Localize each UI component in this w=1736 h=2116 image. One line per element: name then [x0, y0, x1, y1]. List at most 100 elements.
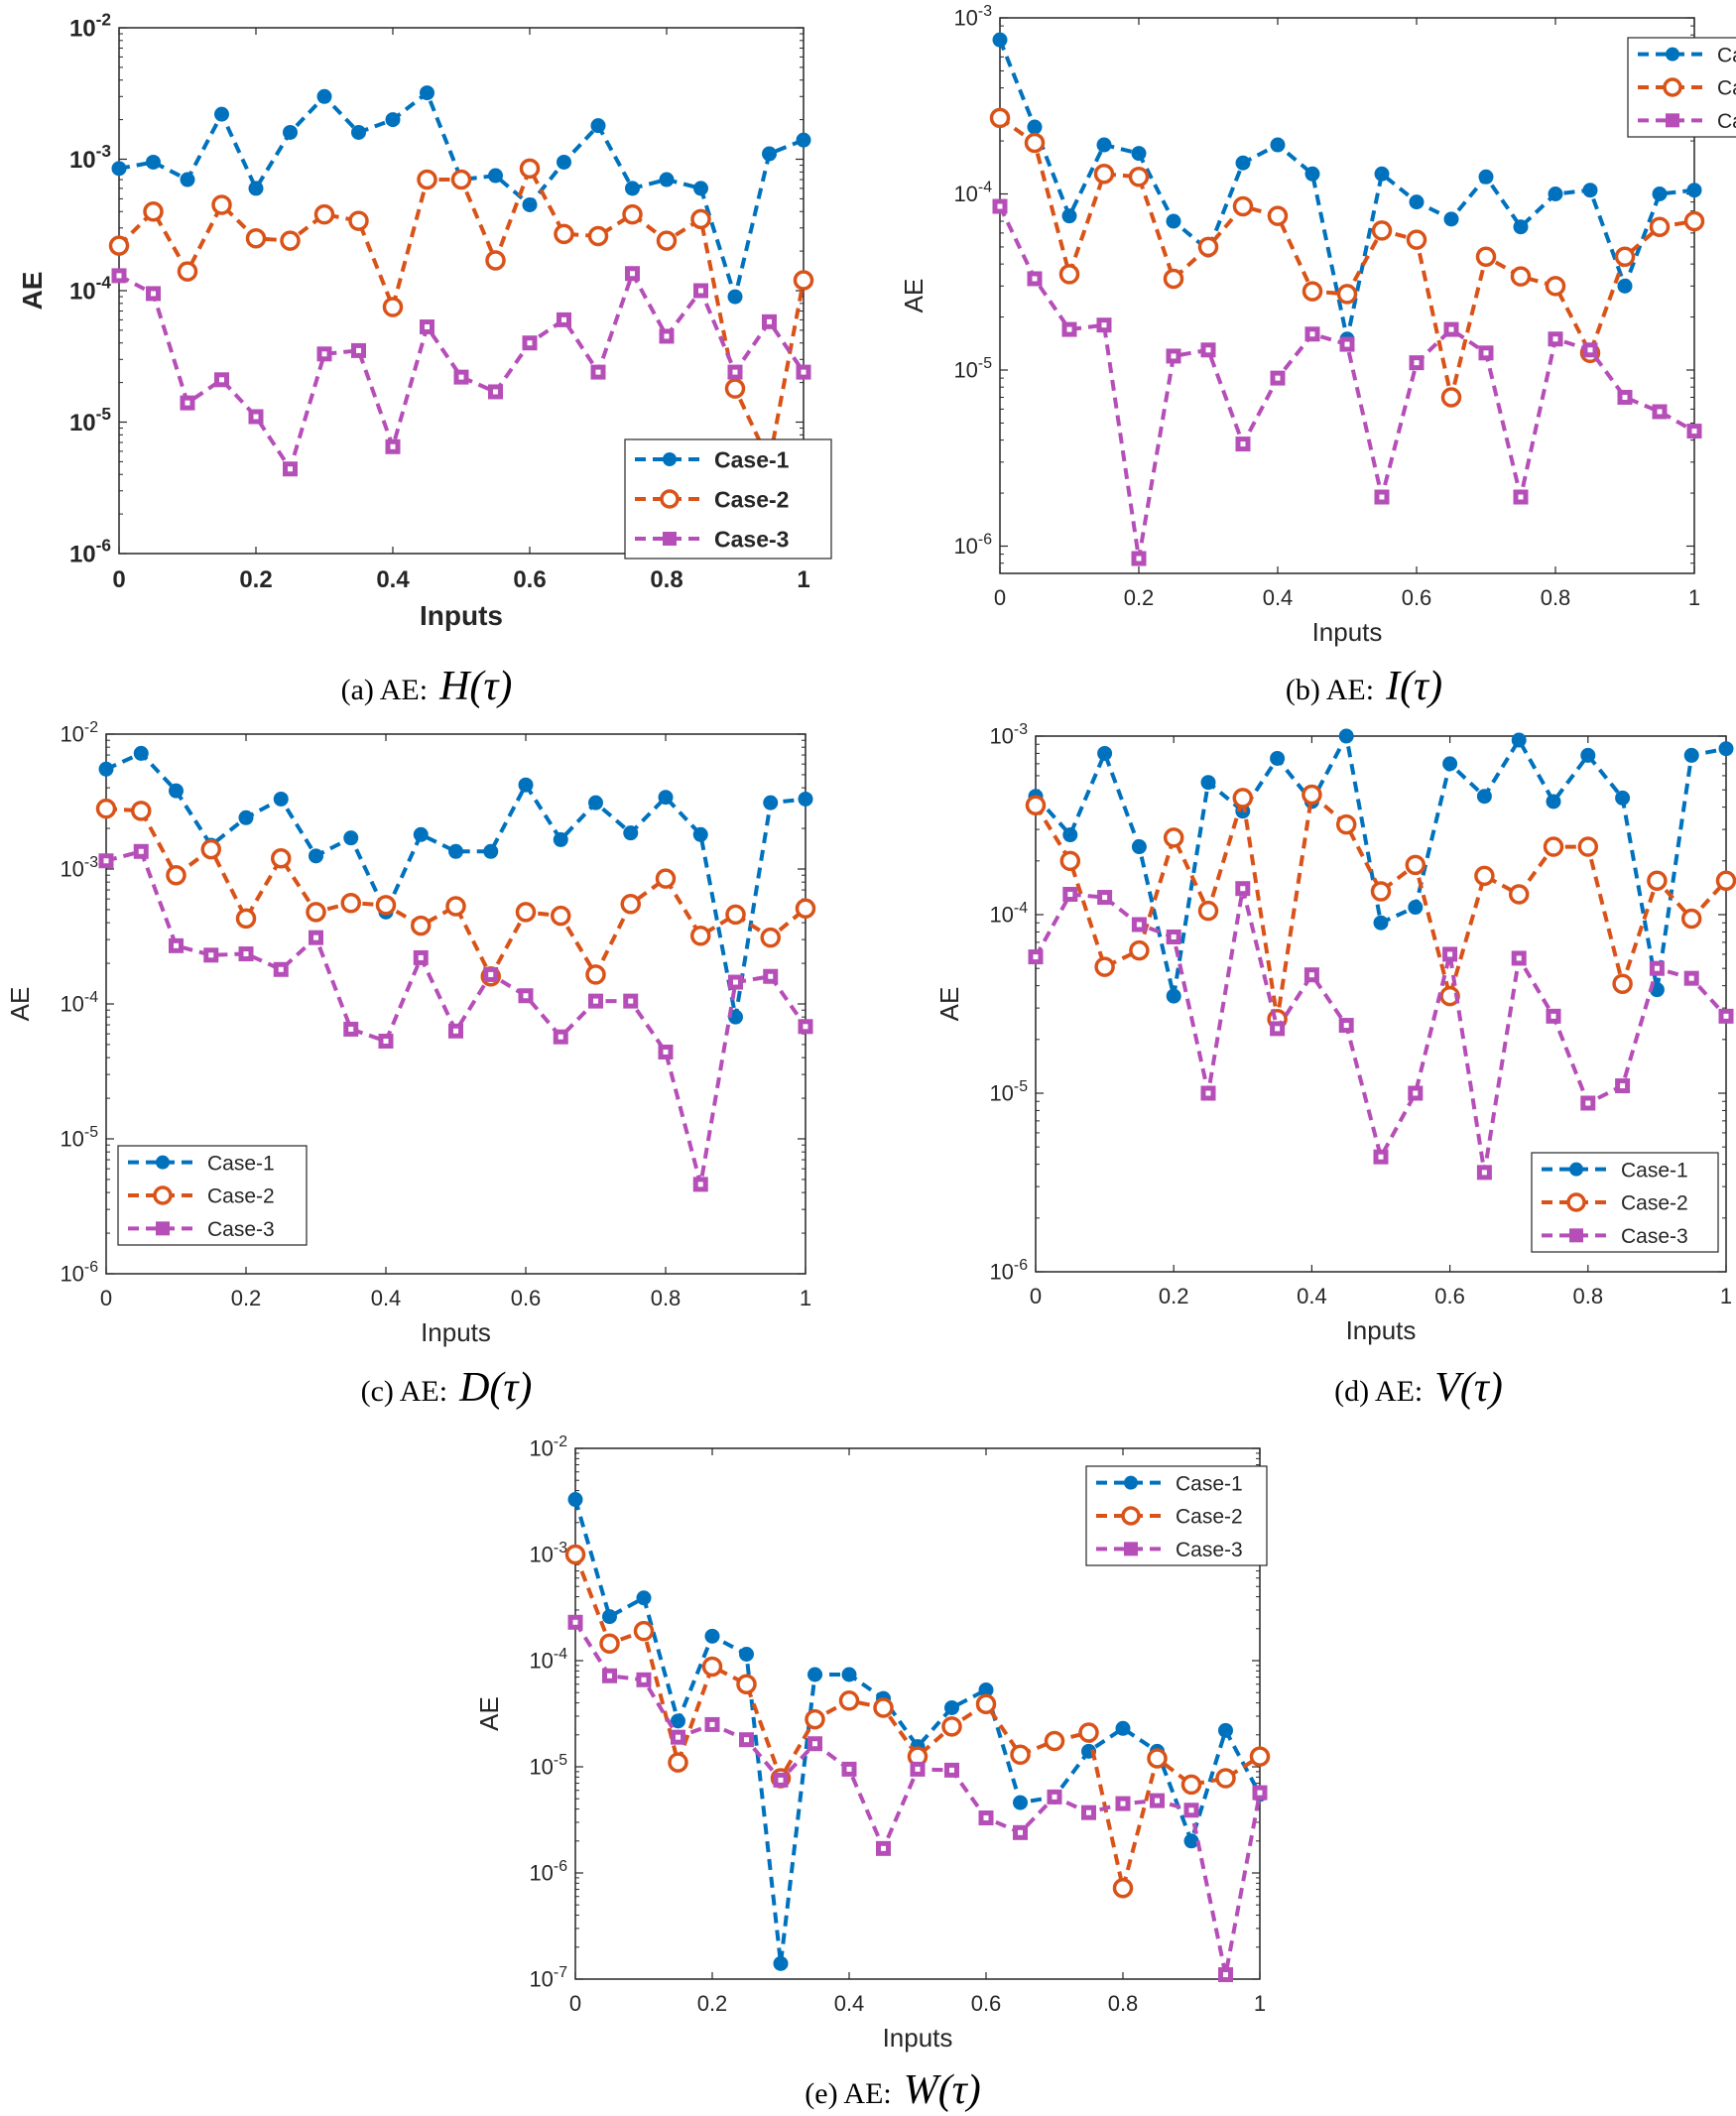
point-case-2: [1078, 1722, 1099, 1743]
point-case-2: [1129, 939, 1150, 961]
legend-marker: [1569, 1228, 1583, 1243]
legend-marker: [660, 489, 680, 509]
point-case-2: [1112, 1878, 1134, 1899]
point-case-2: [690, 926, 711, 946]
point-case-1: [1304, 166, 1320, 182]
x-tick-label: 1: [800, 1286, 811, 1310]
point-case-2: [633, 1620, 655, 1642]
point-case-3-center: [523, 993, 529, 999]
point-case-3-center: [116, 273, 122, 279]
point-case-3-center: [138, 848, 144, 854]
point-case-1: [1683, 747, 1699, 763]
x-tick-label: 0.6: [511, 1286, 542, 1310]
point-case-3-center: [1223, 1972, 1228, 1978]
point-case-2: [1093, 164, 1115, 185]
x-tick-label: 0: [112, 566, 125, 593]
point-case-1: [1442, 756, 1458, 772]
point-case-3-center: [593, 998, 598, 1004]
point-case-3-center: [1136, 556, 1142, 561]
legend-marker: [156, 1155, 170, 1170]
point-case-3-center: [313, 934, 318, 940]
point-case-2: [211, 194, 232, 215]
y-tick-label: 10-5: [69, 404, 111, 436]
caption-e-label: (e) AE:: [805, 2077, 892, 2110]
point-case-1: [448, 843, 463, 859]
point-case-2: [668, 1752, 688, 1773]
point-case-3-center: [1343, 1023, 1349, 1029]
legend-label: Case-1: [1717, 44, 1736, 66]
point-case-3-center: [1585, 1100, 1591, 1106]
point-case-1: [1374, 166, 1390, 182]
point-case-1: [273, 791, 289, 807]
point-case-3-center: [174, 942, 179, 948]
point-case-1: [798, 791, 813, 807]
point-case-1: [1131, 146, 1147, 162]
point-case-2: [1335, 813, 1357, 835]
point-case-1: [796, 132, 811, 148]
x-tick-label: 0: [1030, 1284, 1042, 1308]
point-case-2: [166, 864, 186, 886]
point-case-1: [488, 168, 503, 184]
legend-marker: [1124, 1475, 1138, 1490]
point-case-1: [133, 745, 149, 761]
x-tick-label: 0: [994, 585, 1006, 610]
y-tick-label: 10-5: [529, 1752, 567, 1780]
point-case-3-center: [1448, 326, 1454, 332]
series-line-case-2: [1034, 791, 1728, 1020]
point-case-2: [1371, 220, 1393, 241]
point-case-3-center: [1378, 1154, 1384, 1160]
point-case-2: [485, 250, 506, 271]
point-case-2: [1249, 1746, 1271, 1767]
x-tick-label: 0: [100, 1286, 112, 1310]
point-case-2: [1405, 854, 1426, 876]
point-case-2: [724, 378, 746, 399]
point-case-3-center: [1552, 336, 1558, 342]
point-case-3-center: [1723, 1013, 1729, 1019]
point-case-1: [1718, 741, 1734, 757]
point-case-3-center: [1344, 341, 1350, 347]
point-case-3-center: [1447, 951, 1453, 957]
legend-label: Case-3: [1717, 110, 1736, 133]
point-case-1: [763, 795, 779, 810]
point-case-2: [340, 892, 361, 914]
point-case-1: [248, 181, 264, 196]
point-case-1: [1235, 155, 1251, 171]
point-case-3-center: [1032, 276, 1038, 282]
caption-e-func: W(τ): [903, 2067, 981, 2113]
point-case-3-center: [1481, 1170, 1487, 1176]
point-case-1: [1582, 183, 1598, 198]
point-case-3-center: [997, 203, 1003, 209]
point-case-1: [1511, 732, 1527, 748]
y-tick-label: 10-3: [69, 141, 111, 174]
y-tick-label: 10-2: [69, 10, 111, 43]
x-axis-label: Inputs: [421, 1317, 491, 1347]
point-case-2: [736, 1674, 757, 1694]
point-case-1: [704, 1628, 720, 1644]
point-case-2: [1128, 167, 1150, 187]
point-case-1: [602, 1609, 617, 1625]
point-case-3-center: [1654, 965, 1660, 971]
caption-a: (a) AE: H(τ): [258, 663, 595, 710]
point-case-2: [1649, 216, 1671, 237]
point-case-2: [989, 107, 1011, 129]
y-tick-label: 10-6: [60, 1259, 98, 1287]
point-case-2: [941, 1716, 962, 1737]
point-case-3-center: [709, 1721, 715, 1727]
point-case-2: [554, 223, 574, 245]
point-case-1: [1218, 1722, 1233, 1738]
point-case-3-center: [278, 966, 284, 972]
legend-label: Case-3: [207, 1218, 275, 1241]
legend-marker: [1663, 77, 1682, 97]
point-case-3-center: [768, 973, 774, 979]
point-case-2: [564, 1544, 586, 1565]
point-case-3-center: [243, 951, 249, 957]
point-case-3-center: [1240, 441, 1246, 447]
point-case-3-center: [881, 1845, 886, 1851]
point-case-3-center: [1257, 1790, 1263, 1796]
point-case-2: [1474, 865, 1495, 887]
point-case-1: [671, 1713, 685, 1729]
x-tick-label: 0.4: [1263, 585, 1294, 610]
point-case-1: [692, 826, 708, 842]
x-tick-label: 0.2: [1124, 585, 1155, 610]
point-case-3-center: [1308, 972, 1314, 978]
